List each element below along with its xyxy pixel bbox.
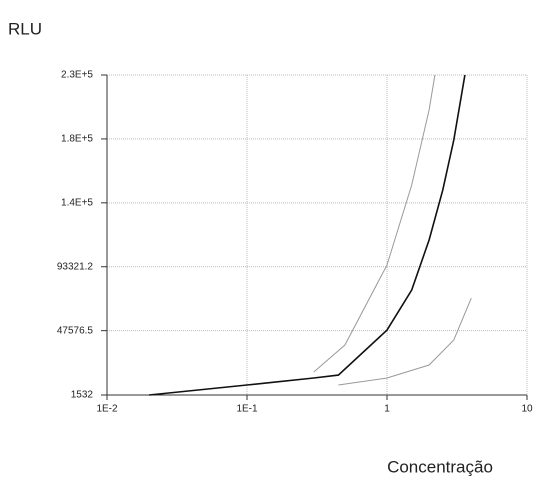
y-tick-label: 1532 <box>71 390 94 401</box>
x-tick-label: 10 <box>521 404 533 415</box>
x-axis-title: Concentração <box>387 457 493 476</box>
line <box>313 74 436 373</box>
y-tick-label: 1.4E+5 <box>61 197 93 208</box>
y-tick-label: 1.8E+5 <box>61 134 93 145</box>
line <box>338 297 472 386</box>
y-tick-label: 93321.2 <box>57 261 94 272</box>
x-tick-label: 1 <box>384 404 390 415</box>
y-axis-title: RLU <box>8 19 42 38</box>
x-tick-label: 1E-2 <box>96 404 118 415</box>
y-tick-label: 2.3E+5 <box>61 70 93 81</box>
y-tick-label: 47576.5 <box>57 325 94 336</box>
line <box>149 74 466 396</box>
x-tick-label: 1E-1 <box>236 404 258 415</box>
